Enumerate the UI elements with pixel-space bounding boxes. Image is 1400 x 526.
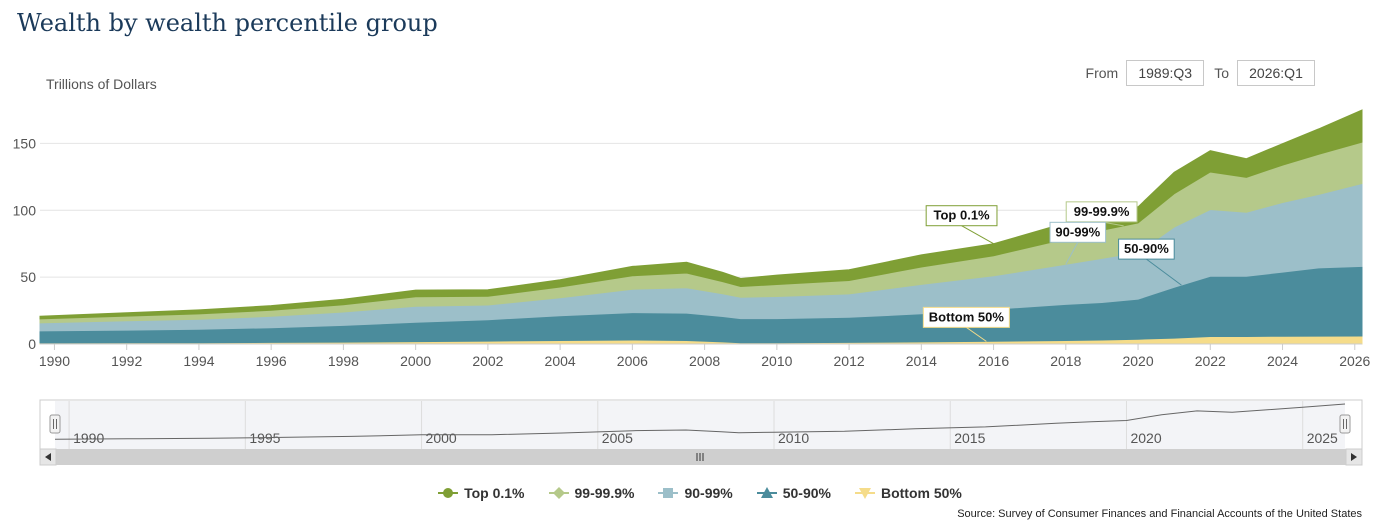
x-tick-label: 2012 [834, 353, 865, 369]
legend-item-90-99[interactable]: 90-99% [658, 485, 733, 501]
legend-item-99-99-9[interactable]: 99-99.9% [548, 485, 635, 501]
legend-label: 99-99.9% [574, 485, 635, 501]
navigator-tick-label: 2015 [954, 430, 985, 446]
navigator-right-handle[interactable] [1339, 414, 1351, 434]
arrow-left-icon [45, 453, 51, 461]
x-tick-label: 2026 [1339, 353, 1370, 369]
annotation-box [925, 205, 998, 227]
annotation-connector [961, 225, 994, 245]
navigator-series-line [54, 403, 1346, 440]
circle-marker-icon [438, 488, 459, 498]
x-tick-label: 2018 [1050, 353, 1081, 369]
to-label: To [1214, 65, 1229, 81]
x-tick-label: 2006 [617, 353, 648, 369]
annotation-connector [1065, 242, 1079, 265]
from-date-input[interactable]: 1989:Q3 [1126, 60, 1205, 86]
x-tick-label: 2024 [1267, 353, 1298, 369]
from-label: From [1085, 65, 1119, 81]
x-tick-label: 1992 [111, 353, 142, 369]
x-tick-label: 2000 [400, 353, 431, 369]
triangle-down-marker-icon [854, 488, 875, 499]
x-tick-label: 1996 [256, 353, 287, 369]
diamond-marker-icon [548, 487, 569, 499]
to-date-input[interactable]: 2026:Q1 [1237, 60, 1315, 86]
navigator-tick-label: 2025 [1307, 430, 1338, 446]
annotation-box [1049, 221, 1107, 243]
annotation-label: Top 0.1% [934, 208, 991, 223]
page-title: Wealth by wealth percentile group [17, 9, 438, 37]
x-tick-label: 2008 [689, 353, 720, 369]
legend-item-top-0-1[interactable]: Top 0.1% [438, 485, 525, 501]
x-tick-label: 1994 [183, 353, 214, 369]
legend-label: 50-90% [782, 485, 831, 501]
arrow-right-icon [1351, 453, 1357, 461]
date-range-selector: From 1989:Q3 To 2026:Q1 [1076, 60, 1315, 86]
annotation-label: Bottom 50% [929, 309, 1005, 324]
square-marker-icon [658, 488, 679, 498]
legend-item-50-90[interactable]: 50-90% [756, 485, 831, 501]
y-tick-label: 0 [28, 336, 36, 352]
navigator-left-handle[interactable] [49, 414, 61, 434]
x-tick-label: 2002 [472, 353, 503, 369]
scrollbar-thumb[interactable] [56, 449, 1346, 465]
x-tick-label: 2014 [906, 353, 937, 369]
legend-item-bottom-50[interactable]: Bottom 50% [854, 485, 962, 501]
x-tick-label: 1998 [328, 353, 359, 369]
x-tick-label: 2020 [1122, 353, 1153, 369]
annotation-box [1118, 238, 1175, 260]
y-tick-label: 50 [20, 269, 36, 285]
x-tick-label: 1990 [39, 353, 70, 369]
navigator-tick-label: 2005 [602, 430, 633, 446]
triangle-marker-icon [756, 487, 777, 498]
legend-label: Bottom 50% [880, 485, 962, 501]
legend-label: Top 0.1% [464, 485, 525, 501]
annotation-label: 50-90% [1124, 241, 1169, 256]
y-tick-label: 150 [13, 135, 37, 151]
x-tick-label: 2004 [545, 353, 576, 369]
y-tick-label: 100 [13, 202, 37, 218]
annotation-box [922, 306, 1010, 328]
chart-legend: Top 0.1% 99-99.9% 90-99% 50-90% Bottom 50% [0, 485, 1400, 501]
annotation-label: 90-99% [1055, 224, 1100, 239]
navigator-tick-label: 2020 [1130, 430, 1161, 446]
navigator-tick-label: 1990 [73, 430, 104, 446]
annotation-connector [966, 326, 987, 342]
area-top-0-1 [39, 109, 1363, 320]
wealth-area-chart: Trillions of Dollars 0 50 100 150 1990 1992 1… [13, 76, 1371, 466]
navigator-tick-label: 2010 [778, 430, 809, 446]
legend-label: 90-99% [684, 485, 733, 501]
y-axis-label: Trillions of Dollars [46, 76, 157, 92]
x-tick-label: 2010 [761, 353, 792, 369]
annotation-connector [1146, 258, 1182, 286]
x-tick-label: 2016 [978, 353, 1009, 369]
navigator-selection[interactable] [55, 401, 1345, 449]
x-tick-label: 2022 [1195, 353, 1226, 369]
annotation-label: 99-99.9% [1074, 204, 1130, 219]
source-note: Source: Survey of Consumer Finances and … [957, 508, 1362, 520]
navigator-tick-label: 2000 [426, 430, 457, 446]
